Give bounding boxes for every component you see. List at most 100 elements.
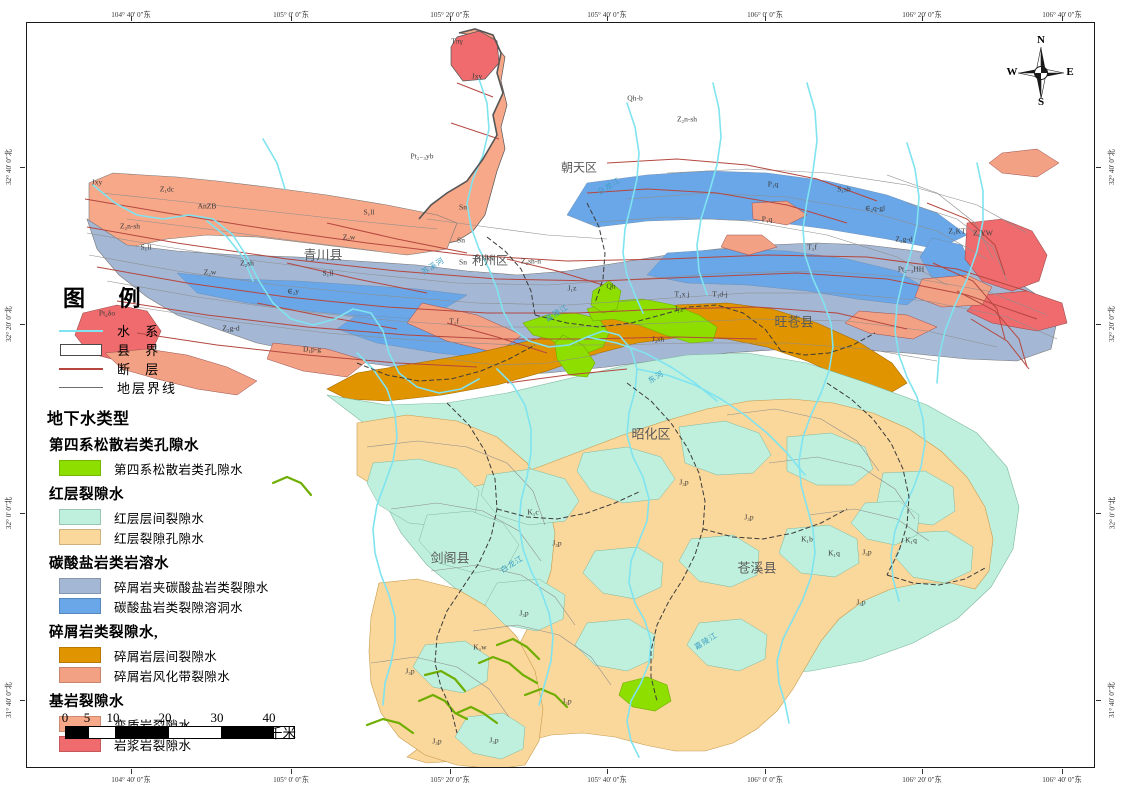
compass-south-label: S [1038, 96, 1044, 108]
legend-line-label: 地层界线 [117, 381, 178, 396]
graticule-label-right-1: 32° 20' 0"北 [1108, 306, 1116, 342]
legend-group-heading: 红层裂隙水 [49, 487, 124, 503]
legend-color-swatch [59, 509, 101, 525]
graticule-label-top-2: 105° 20' 0"东 [430, 11, 470, 19]
graticule-label-left-1: 32° 20' 0"北 [5, 306, 13, 342]
legend-swatch-label: 碳酸盐岩类裂隙溶洞水 [114, 600, 244, 615]
graticule-label-top-5: 106° 20' 0"东 [902, 11, 942, 19]
scale-segment-1 [88, 727, 115, 738]
legend-line-symbols: 水 系县 界断 层地层界线 [41, 321, 281, 397]
legend-swatch-item[interactable]: 红层层间裂隙水 [59, 507, 281, 527]
legend-color-swatch [59, 529, 101, 545]
scale-segment-2 [115, 727, 168, 738]
water-system-layer [92, 78, 984, 758]
graticule-label-bottom-5: 106° 20' 0"东 [902, 776, 942, 784]
graticule-tick-left-1 [20, 324, 25, 325]
legend-line-label: 断 层 [117, 362, 165, 377]
legend-group-heading: 碎屑岩类裂隙水, [49, 625, 159, 641]
graticule-label-top-0: 104° 40' 0"东 [111, 11, 151, 19]
legend-line-item-water-system[interactable]: 水 系 [59, 321, 281, 340]
graticule-tick-left-2 [20, 513, 25, 514]
graticule-tick-right-0 [1096, 167, 1101, 168]
graticule-label-right-2: 32° 0' 0"北 [1108, 496, 1116, 530]
legend-swatch-item[interactable]: 红层裂隙孔隙水 [59, 527, 281, 547]
legend-swatch-label: 碎屑岩夹碳酸盐岩类裂隙水 [114, 580, 269, 595]
graticule-label-bottom-4: 106° 0' 0"东 [747, 776, 783, 784]
graticule-tick-bottom-3 [607, 769, 608, 774]
graticule-label-right-3: 31° 40' 0"北 [1108, 682, 1116, 718]
graticule-tick-top-6 [1062, 16, 1063, 21]
scale-bar-tick-labels: 0 5 10 20 30 40 [61, 710, 295, 726]
legend-swatch-label: 岩浆岩裂隙水 [114, 738, 192, 753]
graticule-tick-top-5 [922, 16, 923, 21]
fault-layer [84, 82, 1038, 384]
graticule-label-left-2: 32° 0' 0"北 [5, 496, 13, 530]
graticule-label-bottom-0: 104° 40' 0"东 [111, 776, 151, 784]
geology-layer [74, 28, 1068, 767]
graticule-tick-bottom-6 [1062, 769, 1063, 774]
scale-segment-4 [221, 727, 274, 738]
map-neatline: 青川县 朝天区 利州区 旺苍县 昭化区 剑阁县 苍溪县 Tπγ Jxy Pt₂₋₃yb Jxy Z₁… [26, 22, 1095, 768]
graticule-label-top-6: 106° 40' 0"东 [1042, 11, 1082, 19]
scale-tick-0: 0 [61, 710, 69, 725]
graticule-tick-left-0 [20, 167, 25, 168]
scale-tick-5: 5 [83, 710, 91, 725]
graticule-label-top-4: 106° 0' 0"东 [747, 11, 783, 19]
compass-east-label: E [1066, 66, 1073, 78]
legend-panel[interactable]: 图 例 水 系县 界断 层地层界线 地下水类型 第四系松散岩类孔隙水 第四系松散岩… [41, 281, 281, 754]
graticule-tick-top-3 [607, 16, 608, 21]
legend-group-heading: 碳酸盐岩类岩溶水 [49, 556, 169, 572]
legend-color-swatch [59, 578, 101, 594]
scale-tick-30: 30 [210, 710, 224, 725]
graticule-tick-bottom-1 [291, 769, 292, 774]
legend-swatch-item[interactable]: 碎屑岩风化带裂隙水 [59, 665, 281, 685]
graticule-tick-bottom-4 [765, 769, 766, 774]
legend-line-item-county-boundary[interactable]: 县 界 [59, 340, 281, 359]
legend-color-swatch [59, 460, 101, 476]
legend-swatch-label: 碎屑岩层间裂隙水 [114, 649, 218, 664]
legend-swatch-label: 红层裂隙孔隙水 [114, 531, 205, 546]
scale-tick-20: 20 [158, 710, 172, 725]
graticule-tick-top-2 [450, 16, 451, 21]
legend-swatch-item[interactable]: 碎屑岩层间裂隙水 [59, 645, 281, 665]
compass-star [1017, 46, 1065, 100]
water-system-line-icon [59, 325, 103, 337]
compass-west-label: W [1007, 66, 1018, 78]
legend-swatch-item[interactable]: 第四系松散岩类孔隙水 [59, 458, 281, 478]
scale-bar-graphic [65, 726, 295, 739]
county-boundary-layer [356, 202, 988, 734]
legend-swatch-label: 第四系松散岩类孔隙水 [114, 462, 244, 477]
graticule-tick-right-1 [1096, 324, 1101, 325]
graticule-label-top-3: 105° 40' 0"东 [587, 11, 627, 19]
graticule-label-bottom-2: 105° 20' 0"东 [430, 776, 470, 784]
graticule-label-bottom-1: 105° 0' 0"东 [273, 776, 309, 784]
stratum-boundary-line-icon [59, 382, 103, 394]
graticule-tick-bottom-5 [922, 769, 923, 774]
city-outline [418, 28, 504, 220]
legend-swatch-label: 红层层间裂隙水 [114, 511, 205, 526]
graticule-tick-right-3 [1096, 700, 1101, 701]
scale-tick-40: 40 [262, 710, 276, 725]
legend-line-label: 县 界 [117, 343, 165, 358]
graticule-tick-bottom-2 [450, 769, 451, 774]
compass-north-label: N [1037, 34, 1045, 46]
graticule-label-left-0: 32° 40' 0"北 [5, 149, 13, 185]
legend-title: 图 例 [63, 286, 155, 311]
legend-line-item-stratum-boundary[interactable]: 地层界线 [59, 378, 281, 397]
legend-swatch-item[interactable]: 碳酸盐岩类裂隙溶洞水 [59, 596, 281, 616]
graticule-tick-bottom-0 [131, 769, 132, 774]
legend-swatch-label: 碎屑岩风化带裂隙水 [114, 669, 231, 684]
graticule-tick-top-1 [291, 16, 292, 21]
map-canvas[interactable] [27, 23, 1095, 768]
legend-swatch-item[interactable]: 碎屑岩夹碳酸盐岩类裂隙水 [59, 576, 281, 596]
county-boundary-icon [59, 343, 103, 356]
scale-tick-10: 10 [106, 710, 120, 725]
compass-rose: N S W E [1007, 34, 1074, 108]
legend-line-item-fault[interactable]: 断 层 [59, 359, 281, 378]
graticule-label-right-0: 32° 40' 0"北 [1108, 149, 1116, 185]
scale-segment-0 [66, 727, 88, 738]
graticule-label-bottom-6: 106° 40' 0"东 [1042, 776, 1082, 784]
fault-line-icon [59, 363, 103, 375]
legend-color-swatch [59, 647, 101, 663]
legend-color-swatch [59, 598, 101, 614]
